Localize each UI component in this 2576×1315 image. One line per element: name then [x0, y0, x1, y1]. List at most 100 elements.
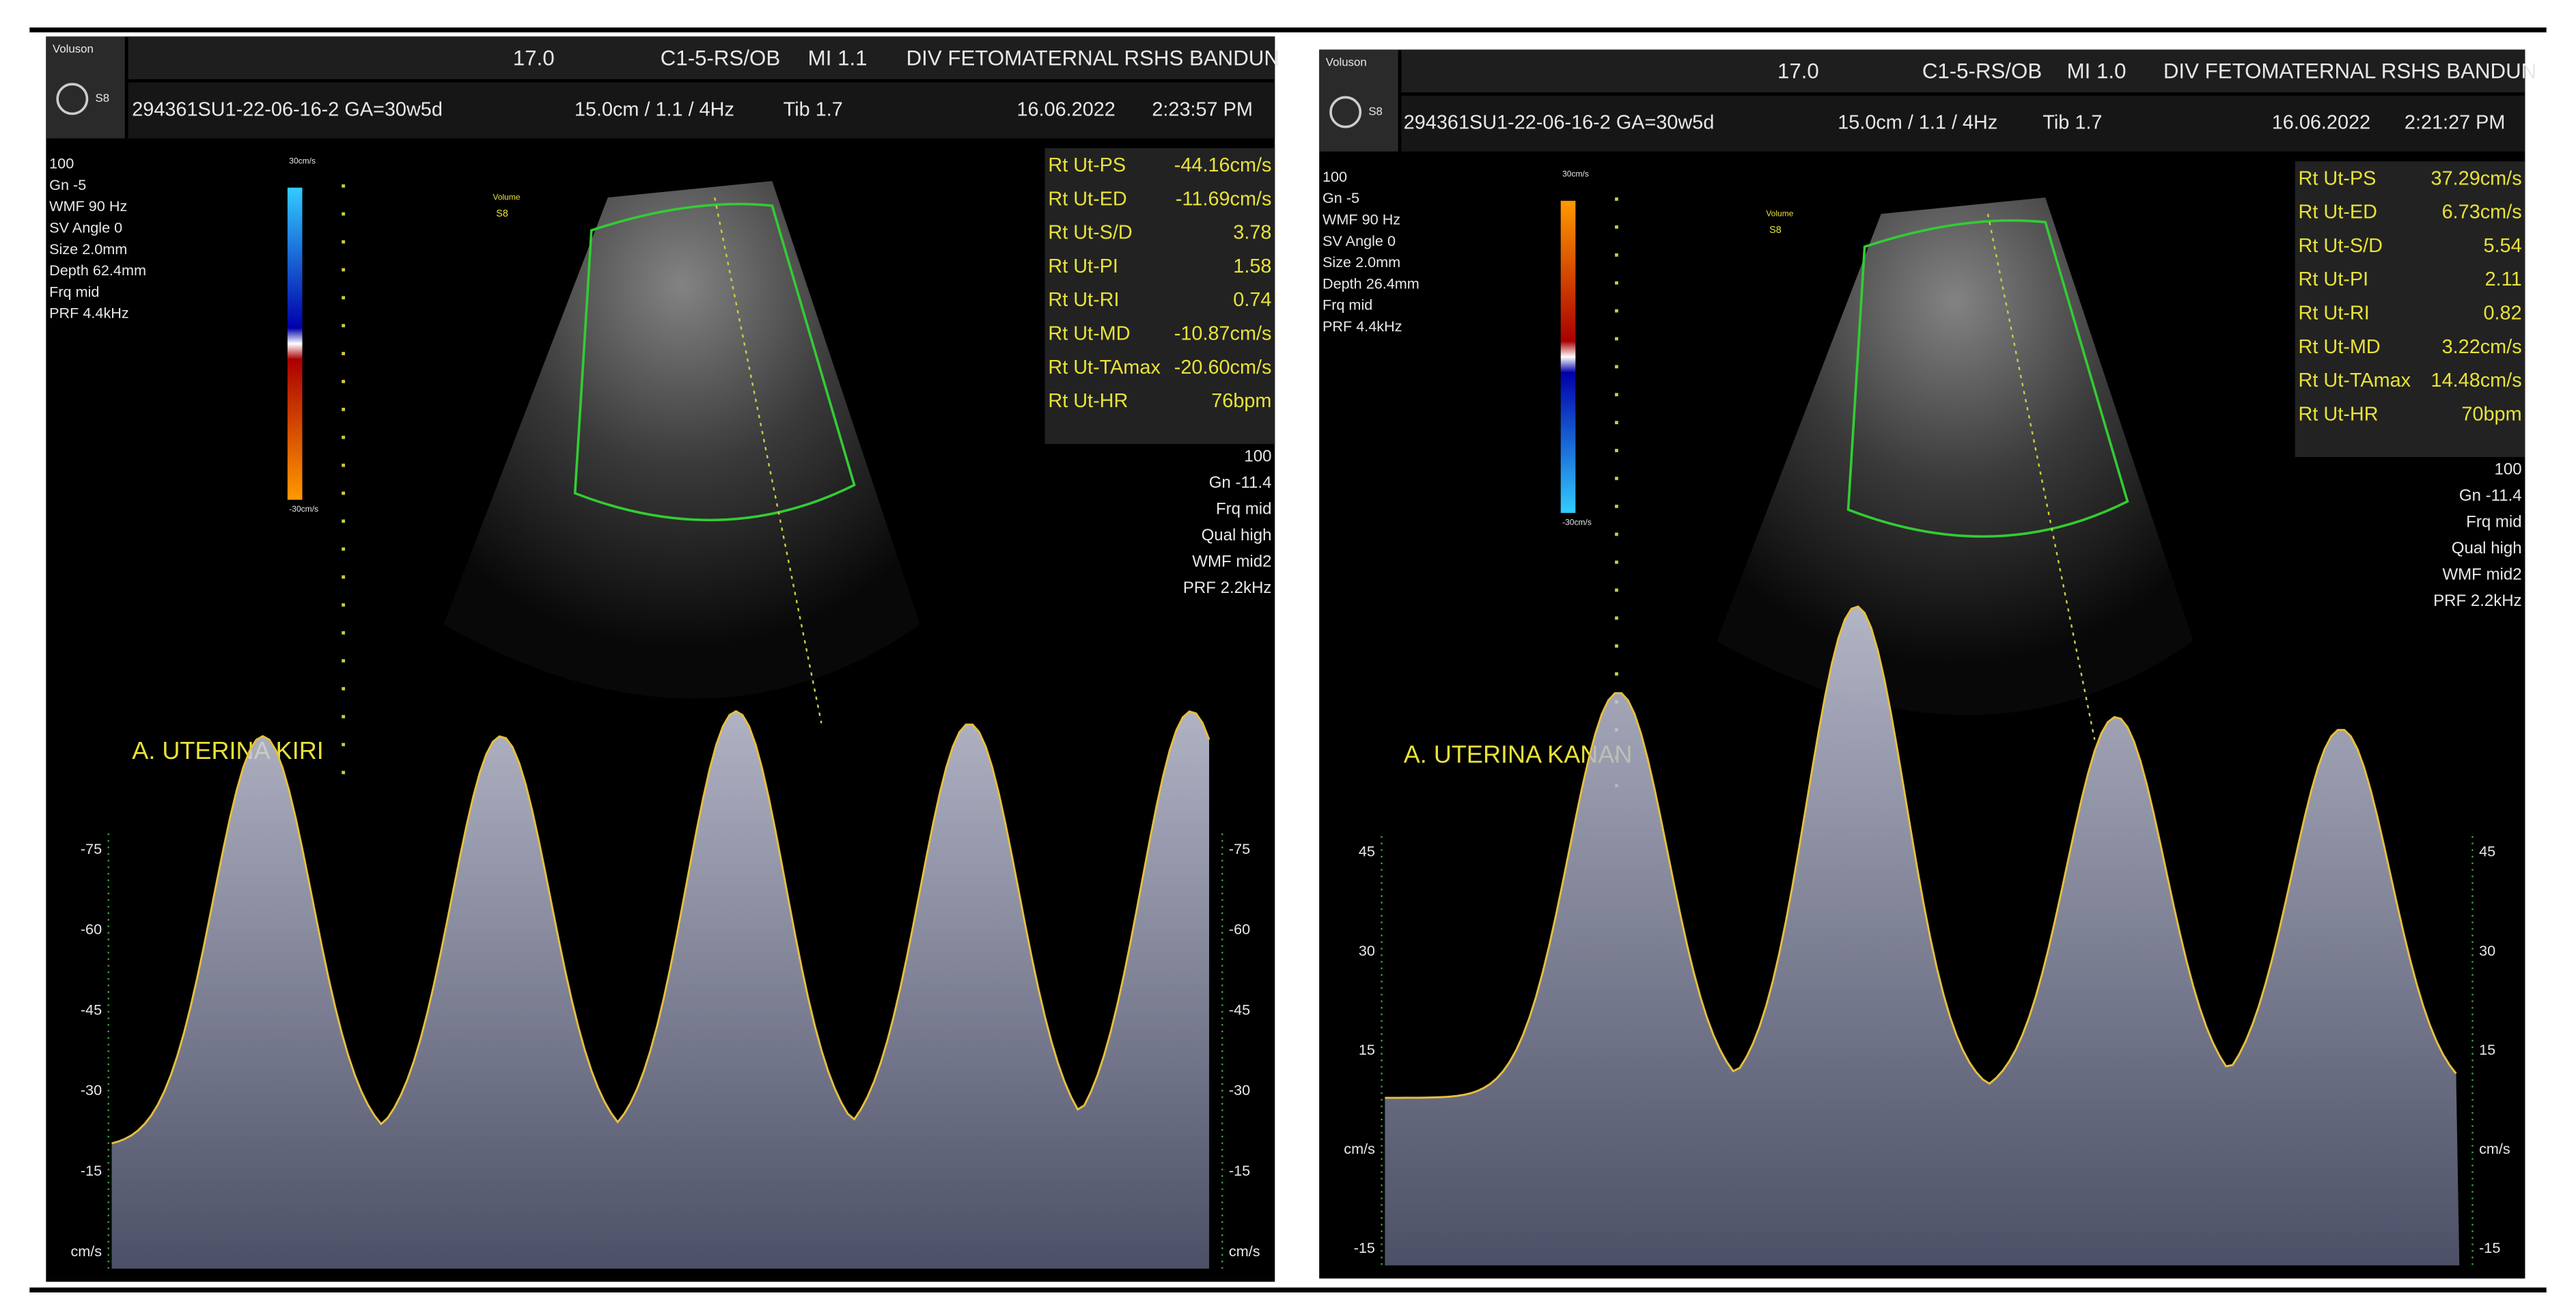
measurement-value: 70bpm — [2461, 403, 2521, 425]
color-box — [573, 202, 856, 522]
depth-dot — [342, 212, 346, 216]
brand-box — [1319, 49, 1398, 152]
axis-label-right: cm/s — [2479, 1140, 2510, 1157]
depth-dot — [342, 603, 346, 607]
axis-label-right: -60 — [1229, 921, 1250, 938]
depth-dot — [1615, 588, 1618, 592]
measurement-label: Rt Ut-MD — [2299, 336, 2381, 358]
probe-label: S8 — [496, 208, 508, 219]
depth-dot — [342, 659, 346, 663]
depth-dot — [342, 296, 346, 300]
axis-label-left: -45 — [81, 1001, 102, 1018]
header-field: 17.0 — [513, 46, 555, 70]
depth-dot — [1615, 504, 1618, 508]
axis-label-left: -75 — [81, 840, 102, 857]
subheader-field: 15.0cm / 1.1 / 4Hz — [574, 98, 734, 120]
scale-bottom: -30cm/s — [1562, 517, 1592, 527]
info-line: Depth 62.4mm — [49, 262, 146, 279]
axis-label-left: -15 — [1354, 1239, 1375, 1256]
header-bar — [128, 36, 1275, 79]
axis-label-right: -15 — [2479, 1239, 2500, 1256]
info-line: WMF 90 Hz — [1322, 210, 1400, 227]
measurement-value: 76bpm — [1211, 390, 1271, 412]
depth-dot — [1615, 616, 1618, 620]
doppler-info: 100 — [2495, 460, 2522, 479]
axis-label-right: 15 — [2479, 1041, 2495, 1058]
axis-label-left: cm/s — [1344, 1140, 1375, 1157]
header-field: DIV FETOMATERNAL RSHS BANDUN — [2163, 59, 2536, 83]
measurement-value: 3.78 — [1233, 222, 1271, 244]
measurement-label: Rt Ut-TAmax — [1048, 357, 1161, 378]
measurement-label: Rt Ut-RI — [2299, 302, 2370, 324]
header-field: MI 1.0 — [2067, 59, 2127, 83]
info-line: SV Angle 0 — [49, 219, 122, 236]
subheader-bar — [1401, 95, 2525, 152]
b-mode-fan — [1717, 197, 2193, 715]
depth-dot — [1615, 421, 1618, 424]
depth-dot — [342, 631, 346, 635]
probe-label: Volume — [1766, 208, 1793, 218]
color-bar — [1560, 200, 1576, 513]
depth-dot — [342, 435, 346, 439]
axis-label-left: 30 — [1359, 942, 1375, 959]
measurement-label: Rt Ut-TAmax — [2299, 370, 2411, 391]
measurement-value: 2.11 — [2485, 268, 2522, 290]
measurement-value: 14.48cm/s — [2431, 370, 2522, 391]
depth-dot — [342, 575, 346, 579]
axis-label-left: 45 — [1359, 843, 1375, 860]
depth-dot — [1615, 225, 1618, 229]
axis-label-right: -15 — [1229, 1162, 1250, 1179]
brand: Voluson — [1326, 55, 1367, 68]
depth-dot — [1615, 281, 1618, 285]
depth-dot — [342, 743, 346, 747]
depth-dot — [342, 240, 346, 244]
measurement-label: Rt Ut-ED — [1048, 188, 1126, 210]
axis-label-right: -75 — [1229, 840, 1250, 857]
envelope — [111, 710, 1210, 1145]
measurement-value: -11.69cm/s — [1176, 188, 1272, 210]
subheader-bar — [128, 82, 1275, 139]
header-bar — [1401, 49, 2525, 93]
depth-dot — [342, 687, 346, 691]
info-line: Frq mid — [1322, 296, 1372, 314]
axis-label-right: 30 — [2479, 942, 2495, 959]
depth-dot — [1615, 309, 1618, 313]
logo — [56, 83, 89, 115]
info-line: Size 2.0mm — [49, 240, 127, 258]
brand: Voluson — [53, 42, 94, 55]
color-box — [1846, 219, 2129, 538]
measurement-label: Rt Ut-PI — [2299, 268, 2369, 290]
measurement-box — [2295, 161, 2525, 458]
color-bar — [287, 187, 303, 500]
header-field: C1-5-RS/OB — [1922, 59, 2042, 83]
header-field: C1-5-RS/OB — [661, 46, 780, 70]
depth-dot — [1615, 253, 1618, 257]
measurement-label: Rt Ut-ED — [2299, 202, 2377, 223]
vessel-label: A. UTERINA KIRI — [132, 736, 324, 764]
doppler-info: 100 — [1244, 447, 1271, 465]
info-line: PRF 4.4kHz — [1322, 318, 1402, 335]
doppler-info: PRF 2.2kHz — [2433, 592, 2522, 610]
measurement-value: -10.87cm/s — [1174, 323, 1272, 345]
ultrasound-panel: Voluson S8 17.0 C1-5-RS/OB MI 1.1 DIV FETOMAT… — [46, 36, 1279, 1282]
measurement-value: 6.73cm/s — [2442, 202, 2522, 223]
brand-box — [46, 36, 125, 139]
info-line: PRF 4.4kHz — [49, 305, 129, 322]
model: S8 — [95, 92, 109, 105]
depth-dot — [342, 519, 346, 523]
measurement-label: Rt Ut-HR — [1048, 390, 1128, 412]
subheader-field: 294361SU1-22-06-16-2 GA=30w5d — [1404, 112, 1715, 134]
subheader-field: 2:21:27 PM — [2405, 112, 2506, 134]
depth-dot — [342, 715, 346, 719]
doppler-info: Qual high — [1202, 526, 1272, 544]
measurement-value: 0.74 — [1233, 289, 1271, 311]
envelope — [1385, 605, 2457, 1099]
depth-dot — [1615, 532, 1618, 536]
measurement-value: 1.58 — [1233, 255, 1271, 277]
subheader-field: 15.0cm / 1.1 / 4Hz — [1838, 112, 1997, 134]
depth-dot — [1615, 365, 1618, 369]
probe-label: Volume — [493, 192, 520, 202]
b-mode-fan — [443, 181, 920, 699]
axis-label-right: -30 — [1229, 1081, 1250, 1098]
